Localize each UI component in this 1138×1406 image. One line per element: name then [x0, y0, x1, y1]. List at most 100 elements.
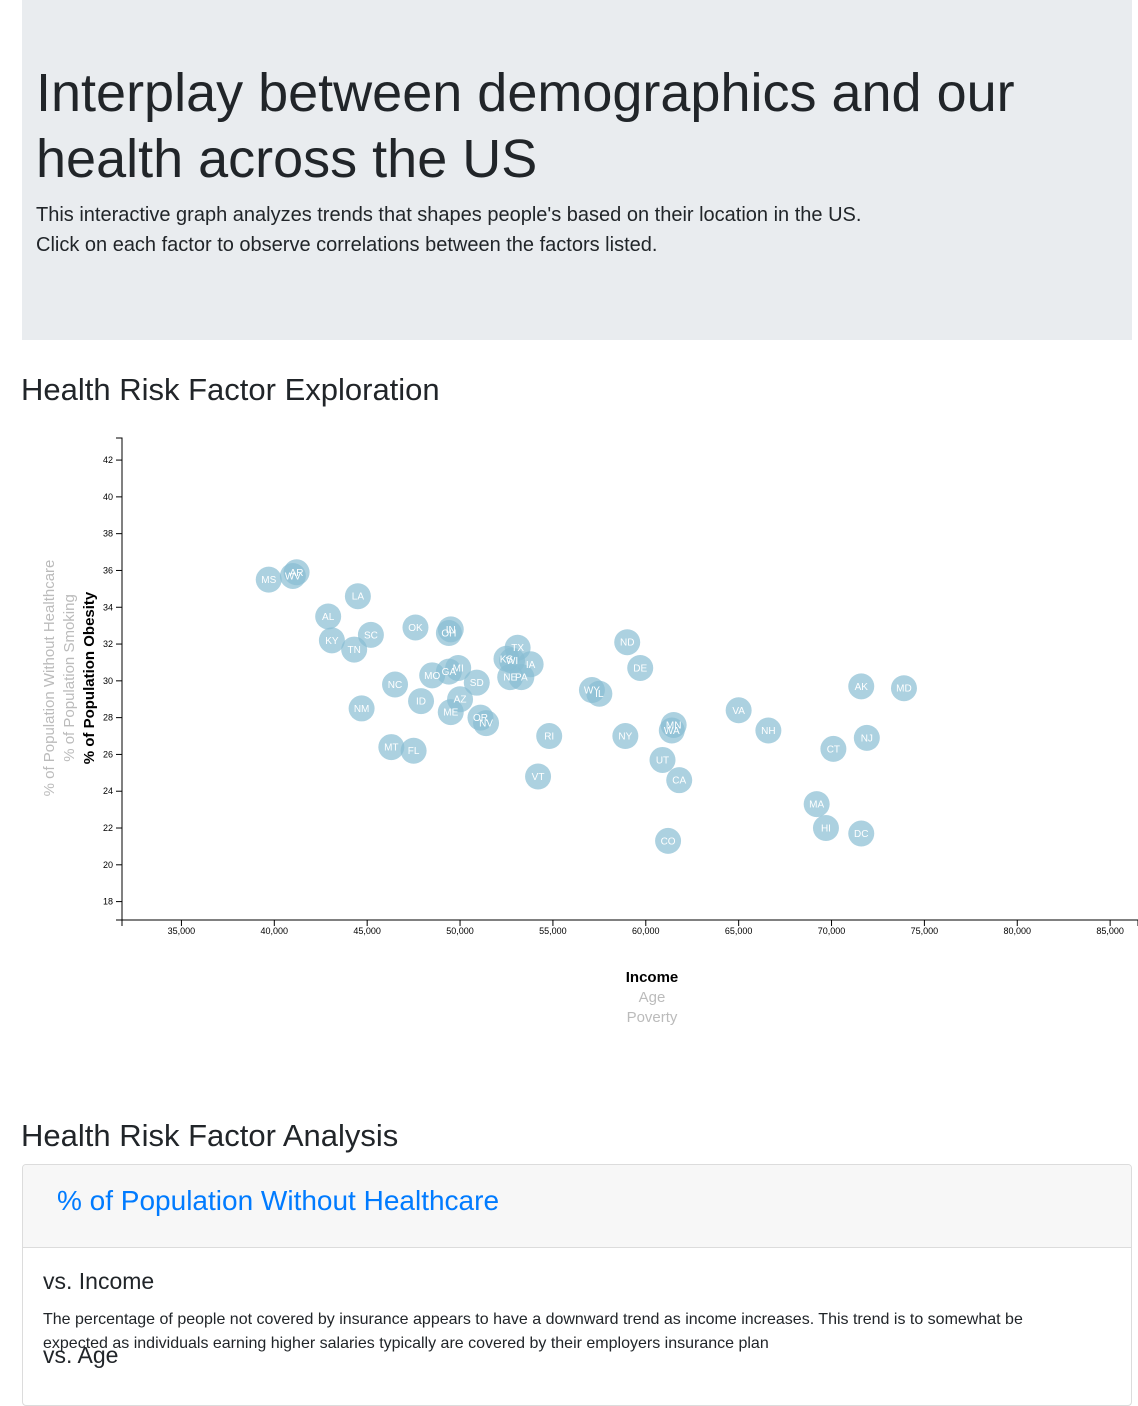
- x-axis-label-poverty[interactable]: Poverty: [627, 1009, 678, 1026]
- state-marker: [378, 734, 405, 761]
- state-label: IN: [446, 625, 456, 636]
- state-marker: [586, 680, 613, 707]
- state-marker: [820, 735, 847, 762]
- state-marker: [348, 695, 375, 722]
- y-tick: 28: [103, 713, 122, 723]
- state-label: GA: [442, 667, 457, 678]
- y-axis-label-smoking[interactable]: % of Population Smoking: [61, 594, 78, 762]
- state-marker: [666, 767, 693, 794]
- y-tick: 42: [103, 455, 122, 465]
- state-label: PA: [515, 673, 528, 684]
- state-marker: [473, 710, 500, 737]
- state-marker: [612, 723, 639, 750]
- page-title: Interplay between demographics and our h…: [36, 63, 1015, 189]
- state-marker: [437, 616, 464, 643]
- x-tick: 70,000: [818, 920, 846, 936]
- x-axis-label-income[interactable]: Income: [626, 969, 679, 986]
- y-tick: 40: [103, 492, 122, 502]
- state-marker: [536, 723, 563, 750]
- x-tick-label: 50,000: [446, 926, 474, 936]
- state-label: KS: [500, 654, 514, 665]
- state-label: SC: [364, 630, 378, 641]
- x-tick: 55,000: [539, 920, 567, 936]
- x-tick-label: 80,000: [1004, 926, 1032, 936]
- state-label: CO: [661, 836, 676, 847]
- state-marker: [341, 636, 368, 663]
- description-line-1: This interactive graph analyzes trends t…: [36, 204, 862, 226]
- x-tick-label: 65,000: [725, 926, 753, 936]
- state-marker: [315, 603, 342, 630]
- state-label: NJ: [861, 733, 873, 744]
- state-marker: [382, 671, 409, 698]
- state-label: VA: [732, 706, 745, 717]
- x-tick-label: 75,000: [911, 926, 939, 936]
- state-marker: [853, 724, 880, 751]
- x-tick-label: 40,000: [261, 926, 289, 936]
- state-marker: [445, 654, 472, 681]
- y-tick: 30: [103, 676, 122, 686]
- header-jumbotron: Interplay between demographics and our h…: [22, 0, 1132, 340]
- state-marker: [848, 820, 875, 847]
- state-label: NV: [479, 719, 493, 730]
- y-tick-label: 24: [103, 786, 113, 796]
- state-label: RI: [544, 732, 554, 743]
- y-tick-label: 40: [103, 492, 113, 502]
- y-tick-label: 26: [103, 749, 113, 759]
- state-marker: [649, 746, 676, 773]
- state-marker: [614, 629, 641, 656]
- y-tick: 24: [103, 786, 122, 796]
- state-label: AK: [855, 682, 869, 693]
- y-tick-label: 32: [103, 639, 113, 649]
- state-marker: [655, 827, 682, 854]
- state-label: CT: [827, 744, 840, 755]
- state-label: WV: [285, 571, 301, 582]
- x-tick-label: 85,000: [1096, 926, 1124, 936]
- y-tick: 26: [103, 749, 122, 759]
- state-marker: [525, 763, 552, 790]
- state-marker: [755, 717, 782, 744]
- state-label: ID: [416, 697, 426, 708]
- state-marker: [402, 614, 429, 641]
- analysis-heading: Health Risk Factor Analysis: [21, 1118, 399, 1153]
- state-marker: [890, 675, 917, 702]
- state-marker: [463, 669, 490, 696]
- y-tick-label: 20: [103, 860, 113, 870]
- x-axis-label-age[interactable]: Age: [639, 989, 666, 1006]
- healthcare-accordion-toggle[interactable]: % of Population Without Healthcare: [57, 1185, 500, 1216]
- y-tick: 36: [103, 565, 122, 575]
- state-marker: [627, 654, 654, 681]
- x-tick-label: 55,000: [539, 926, 567, 936]
- state-label: IA: [526, 660, 536, 671]
- state-label: DE: [633, 663, 647, 674]
- state-label: NC: [388, 680, 402, 691]
- x-axis: 35,000 40,000 45,000 50,000 55,000 60,000 65,0…: [121, 919, 1138, 936]
- state-label: WI: [506, 656, 518, 667]
- y-axis-line: [116, 437, 123, 921]
- y-tick: 20: [103, 860, 122, 870]
- state-label: ND: [620, 638, 634, 649]
- state-marker: [318, 627, 345, 654]
- y-axis-label-obesity[interactable]: % of Population Obesity: [81, 591, 98, 764]
- y-tick: 18: [103, 897, 122, 907]
- y-tick-label: 22: [103, 823, 113, 833]
- x-tick: 85,000: [1096, 920, 1124, 936]
- state-label: TN: [348, 645, 361, 656]
- y-tick-label: 38: [103, 529, 113, 539]
- state-label: NM: [354, 704, 370, 715]
- y-axis-label-healthcare[interactable]: % of Population Without Healthcare: [41, 560, 58, 797]
- state-label: MN: [666, 720, 682, 731]
- state-marker: [812, 815, 839, 842]
- state-label: MA: [809, 800, 824, 811]
- x-tick: 50,000: [446, 920, 474, 936]
- x-tick-label: 70,000: [818, 926, 846, 936]
- state-label: UT: [656, 755, 669, 766]
- state-label: MI: [453, 663, 464, 674]
- y-tick-label: 36: [103, 565, 113, 575]
- x-tick: 35,000: [168, 920, 195, 936]
- income-analysis-text: The percentage of people not covered by …: [43, 1311, 1023, 1352]
- state-label: IL: [595, 689, 604, 700]
- income-subheading: vs. Income: [43, 1268, 155, 1294]
- state-label: SD: [470, 678, 484, 689]
- x-tick: 80,000: [1004, 920, 1032, 936]
